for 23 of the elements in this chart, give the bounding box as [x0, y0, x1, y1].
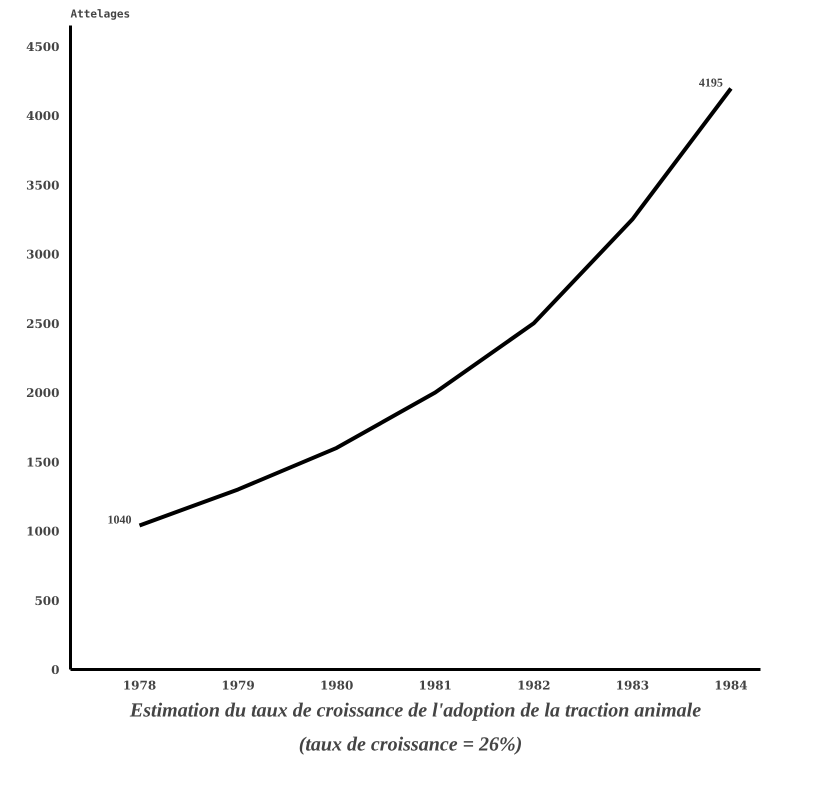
x-tick-label: 1983	[616, 678, 650, 692]
y-axis-title: Attelages	[70, 8, 130, 20]
y-tick-label: 4500	[26, 40, 60, 54]
line-series	[138, 86, 733, 528]
y-tick-label: 1000	[26, 524, 60, 539]
x-tick-label: 1982	[517, 678, 550, 692]
y-tick-label: 2000	[26, 386, 60, 400]
text: Estimation du taux de croissance de l'adoption de la traction animale	[128, 700, 702, 722]
data-label: 1040	[108, 512, 132, 526]
y-tick-label: 500	[34, 594, 60, 608]
x-tick-label: 1980	[320, 678, 354, 692]
y-tick-label: 3500	[26, 178, 60, 192]
text: (taux de croissance = 26%)	[298, 734, 522, 756]
x-tick-label: 1984	[714, 678, 748, 692]
y-tick-label: 2500	[26, 316, 60, 331]
y-tick-label: 3000	[26, 248, 60, 262]
y-tick-label: 0	[51, 663, 60, 677]
y-tick-label: 1500	[26, 455, 60, 470]
x-tick-label: 1978	[122, 678, 156, 692]
x-tick-label: 1979	[221, 678, 255, 692]
data-label: 4195	[698, 76, 723, 90]
y-tick-label: 4000	[26, 109, 60, 124]
x-tick-label: 1981	[418, 678, 452, 692]
